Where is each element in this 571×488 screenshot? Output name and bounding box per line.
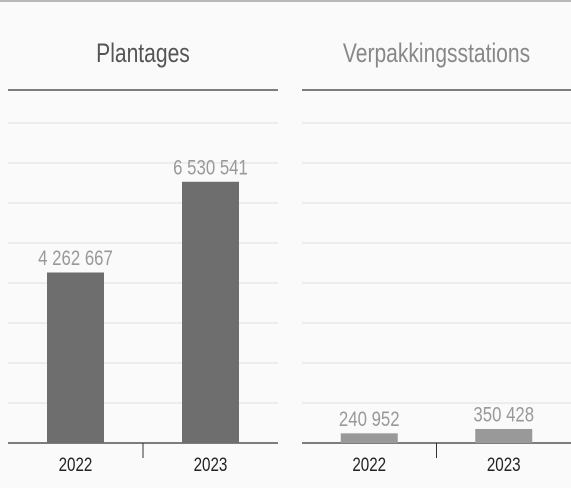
value-label: 4 262 667 (38, 247, 113, 270)
x-tick-label: 2023 (194, 453, 228, 475)
bar (47, 272, 104, 443)
bar (182, 181, 239, 443)
value-label: 240 952 (339, 408, 400, 431)
x-tick-label: 2022 (59, 453, 93, 475)
bar (340, 433, 398, 443)
value-label: 6 530 541 (173, 157, 248, 180)
value-label: 350 428 (473, 404, 534, 427)
chart-title: Plantages (96, 39, 190, 69)
x-tick-label: 2022 (352, 453, 386, 475)
bar (475, 428, 533, 443)
x-tick-label: 2023 (487, 453, 521, 475)
chart-title: Verpakkingsstations (343, 39, 530, 69)
